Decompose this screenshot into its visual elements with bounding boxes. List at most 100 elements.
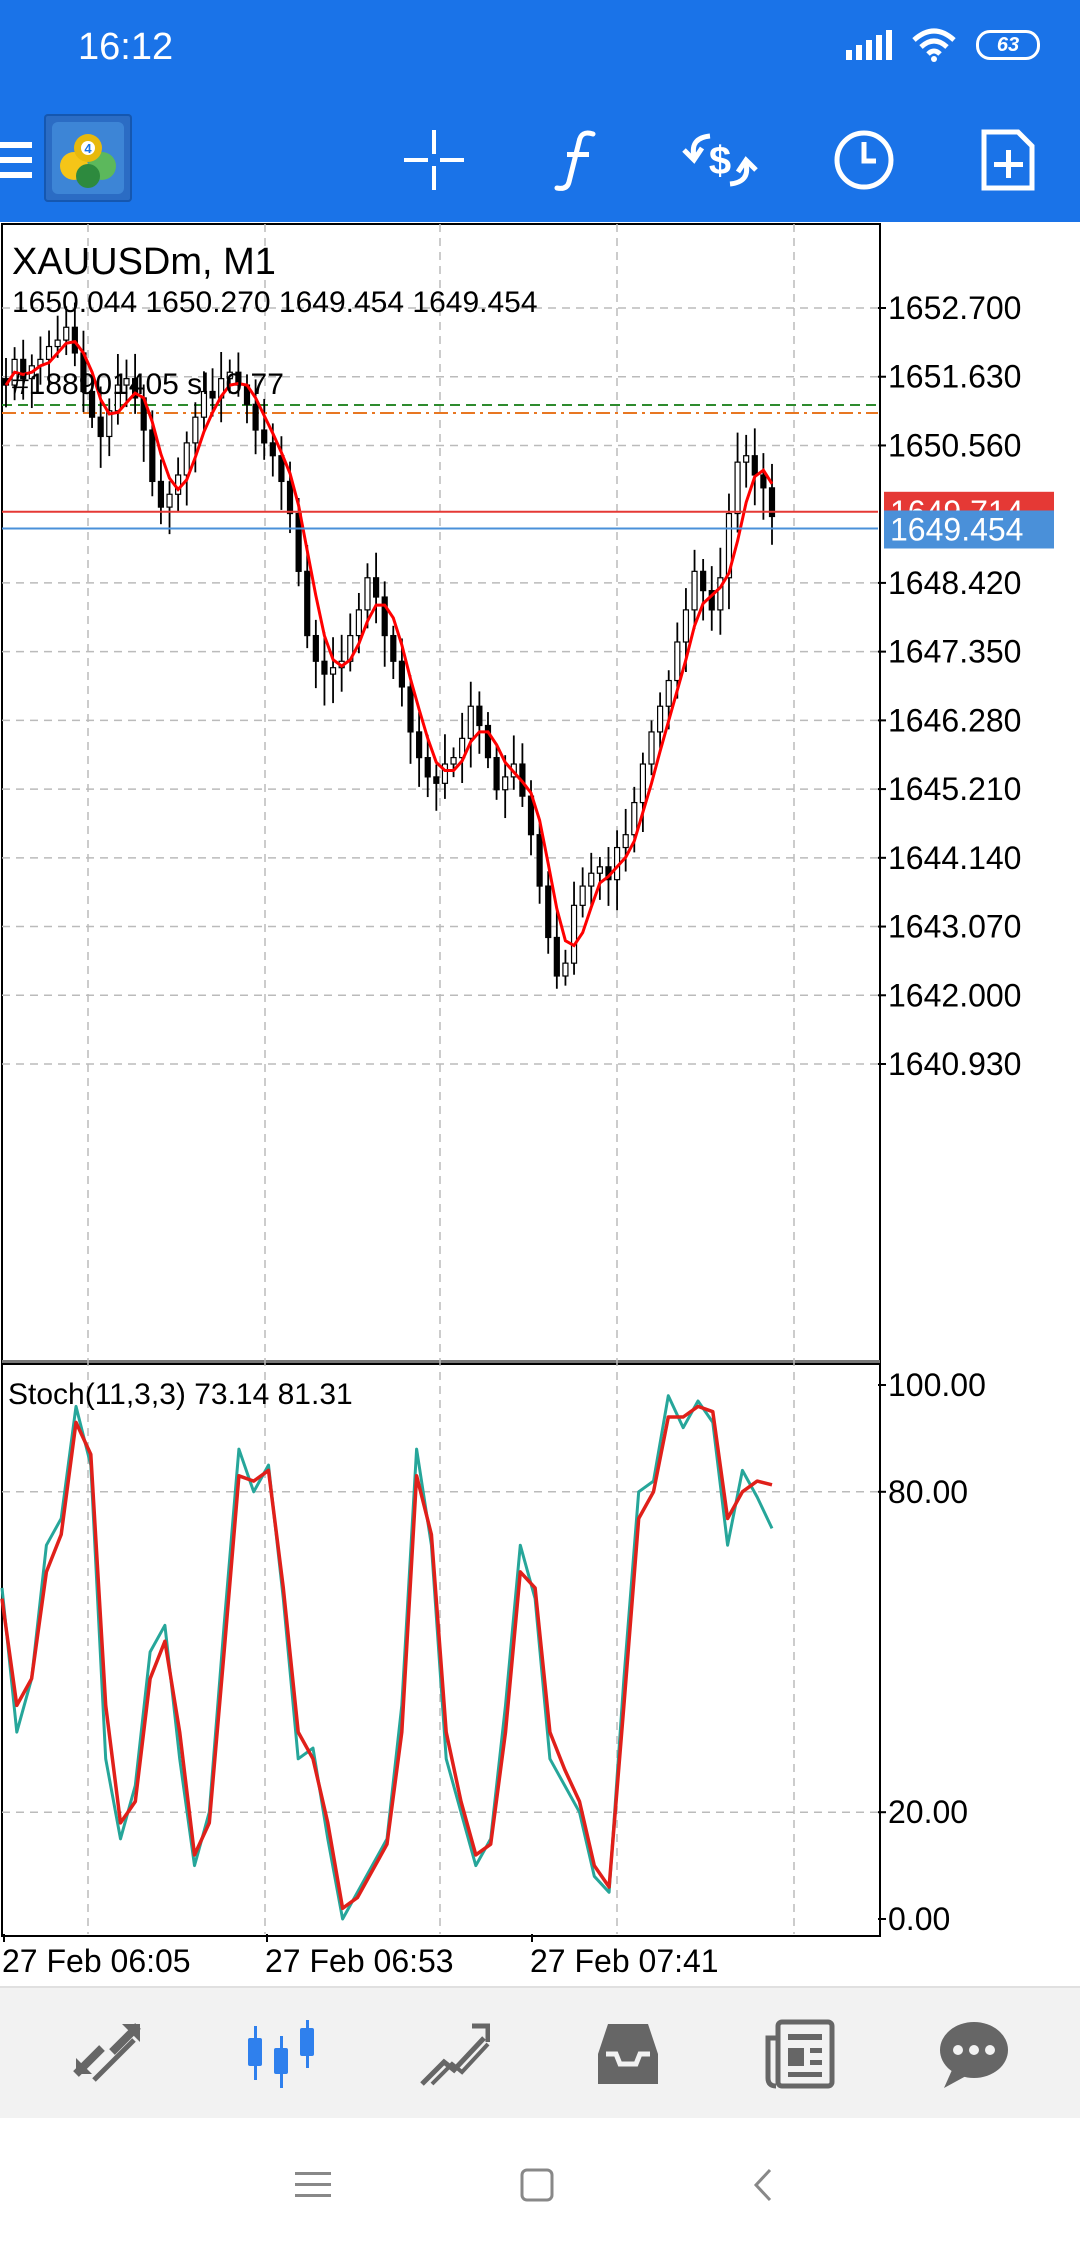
- bid-tag-label: 1649.454: [890, 511, 1023, 547]
- candle-body: [372, 577, 380, 598]
- candle-body: [631, 801, 638, 836]
- candle-body: [54, 339, 61, 348]
- menu-button[interactable]: [0, 112, 40, 208]
- candle-body: [536, 834, 543, 887]
- status-time: 16:12: [78, 26, 174, 68]
- time-axis: 27 Feb 06:05 27 Feb 06:53 27 Feb 07:41: [2, 1934, 719, 1979]
- candle-body: [390, 634, 397, 662]
- candle-body: [433, 776, 440, 784]
- candle-body: [166, 493, 173, 508]
- status-icons: 63: [846, 28, 1040, 62]
- candle-body: [725, 512, 733, 579]
- svg-text:4: 4: [84, 141, 92, 156]
- back-icon: [753, 2168, 772, 2202]
- nav-news[interactable]: [750, 2004, 850, 2104]
- nav-trade[interactable]: [404, 2004, 504, 2104]
- candle-body: [562, 962, 569, 977]
- bid-tag: [884, 510, 1054, 549]
- stoch-level-label: 0.00: [888, 1901, 950, 1937]
- candle-body: [682, 609, 690, 643]
- toolbar: 4 $: [0, 98, 1080, 222]
- time-label: 27 Feb 07:41: [530, 1943, 719, 1979]
- signal-icon: [846, 30, 892, 60]
- stoch-level-label: 20.00: [888, 1794, 968, 1830]
- recents-button[interactable]: [278, 2150, 348, 2220]
- candle-body: [123, 378, 130, 386]
- back-button[interactable]: [728, 2150, 798, 2220]
- price-axis: 1652.700 1651.630 1650.560 1648.420 1647.350…: [878, 290, 1054, 1082]
- candle-body: [570, 904, 578, 964]
- news-icon: [765, 2019, 835, 2089]
- chart-svg[interactable]: 1652.700 1651.630 1650.560 1648.420 1647.350…: [0, 222, 1080, 1982]
- candle-body: [364, 577, 371, 611]
- trade-icon: $: [682, 133, 758, 187]
- candle-body: [355, 609, 362, 637]
- function-icon: [554, 130, 596, 191]
- candle-body: [622, 834, 629, 849]
- candle-body: [450, 757, 457, 765]
- grid: [2, 224, 878, 1934]
- price-label: 1646.280: [888, 702, 1021, 738]
- stoch-axis: 100.00 80.00 20.00 0.00: [878, 1367, 986, 1937]
- candle-body: [657, 705, 664, 733]
- candle-body: [97, 416, 104, 438]
- moving-average: [4, 340, 774, 948]
- candle-body: [717, 577, 724, 611]
- price-label: 1651.630: [888, 359, 1021, 395]
- candle-body: [149, 429, 156, 483]
- new-document-icon: [981, 129, 1035, 191]
- candle-body: [476, 705, 483, 727]
- candle-body: [665, 679, 672, 707]
- candle-body: [708, 590, 715, 611]
- new-order-button[interactable]: [960, 112, 1056, 208]
- bottom-nav: [0, 1986, 1080, 2120]
- candle-body: [502, 776, 509, 791]
- history-icon: [598, 2024, 658, 2084]
- clock-icon: [834, 130, 894, 190]
- nav-chat[interactable]: [924, 2004, 1024, 2104]
- candle-body: [751, 455, 758, 476]
- indicators-button[interactable]: [530, 112, 626, 208]
- nav-chart[interactable]: [232, 2004, 332, 2104]
- nav-history[interactable]: [578, 2004, 678, 2104]
- price-label: 1643.070: [888, 909, 1021, 945]
- candle-body: [734, 461, 741, 515]
- chart-area[interactable]: 1652.700 1651.630 1650.560 1648.420 1647.350…: [0, 222, 1080, 1982]
- trade-button[interactable]: $: [672, 112, 768, 208]
- candle-body: [71, 326, 78, 354]
- history-button[interactable]: [816, 112, 912, 208]
- candle-body: [416, 731, 423, 759]
- stoch-label: Stoch(11,3,3) 73.14 81.31: [8, 1378, 353, 1411]
- candle-body: [312, 634, 319, 662]
- system-nav: [0, 2118, 1080, 2248]
- candle-body: [691, 570, 698, 611]
- order-label: #188901405 sl, 0.77: [12, 368, 284, 401]
- stoch-level-label: 100.00: [888, 1367, 986, 1403]
- time-label: 27 Feb 06:05: [2, 1943, 191, 1979]
- candle-body: [261, 429, 268, 444]
- candle-body: [304, 570, 311, 637]
- candle-body: [235, 371, 242, 386]
- svg-text:$: $: [709, 139, 731, 183]
- status-bar: 16:12 63: [0, 0, 1080, 98]
- candle-body: [106, 410, 113, 438]
- crosshair-button[interactable]: [386, 112, 482, 208]
- app-logo-button[interactable]: 4: [44, 114, 132, 202]
- time-label: 27 Feb 06:53: [265, 1943, 454, 1979]
- candle-body: [553, 936, 560, 977]
- candle-body: [209, 390, 216, 399]
- candle-body: [596, 866, 603, 874]
- home-button[interactable]: [502, 2150, 572, 2220]
- nav-quotes[interactable]: [58, 2004, 158, 2104]
- candle-body: [192, 416, 199, 444]
- candle-body: [700, 570, 707, 592]
- price-label: 1642.000: [888, 977, 1021, 1013]
- candle-body: [183, 442, 190, 476]
- price-label: 1647.350: [888, 634, 1021, 670]
- candle-body: [760, 474, 767, 489]
- candle-body: [441, 763, 449, 784]
- candle-body: [398, 660, 406, 688]
- candle-body: [269, 442, 276, 457]
- stoch-level-label: 80.00: [888, 1474, 968, 1510]
- candle-body: [200, 390, 208, 418]
